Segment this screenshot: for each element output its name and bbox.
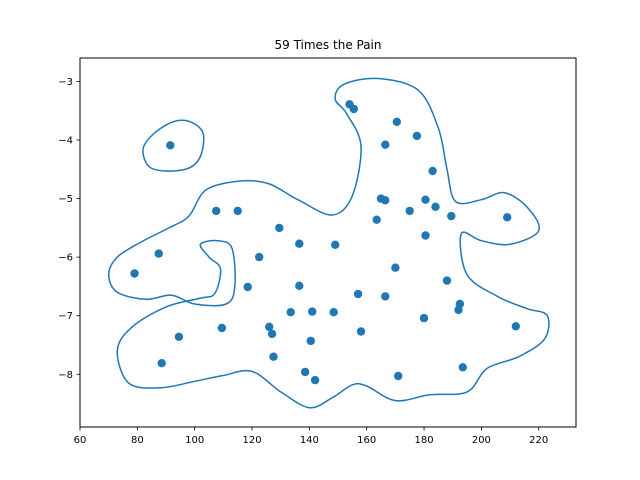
data-point [421,231,430,240]
data-point [458,363,467,372]
data-point [286,308,295,317]
x-tick-label: 120 [242,435,261,446]
y-tick-label: −3 [58,77,73,88]
y-axis: −3 −4 −5 −6 −7 −8 [58,77,80,381]
data-point [308,307,317,316]
data-point [511,322,520,331]
data-point [212,206,221,216]
data-point [243,282,252,292]
points-group [130,100,520,385]
data-point [394,371,403,381]
data-point [381,196,390,205]
contour-line-0 [107,77,550,409]
data-point [306,336,315,346]
x-tick-label: 160 [357,435,376,446]
x-tick-label: 100 [185,435,204,446]
data-point [503,213,512,222]
data-point [295,281,304,290]
data-point [217,323,227,333]
data-point [405,206,414,216]
data-point [421,195,430,204]
data-point [381,292,390,301]
data-point [381,140,390,149]
data-point [391,263,400,272]
data-point [130,269,139,278]
data-point [331,240,340,249]
data-point [356,327,366,336]
x-tick-label: 180 [414,435,433,446]
data-point [349,104,358,114]
data-point [269,352,278,361]
data-point [431,202,440,211]
data-point [455,299,465,309]
data-point [310,375,320,385]
data-point [442,276,452,285]
data-point [166,141,175,150]
x-tick-label: 140 [300,435,319,446]
y-tick-label: −8 [58,370,73,381]
data-point [267,329,277,339]
data-point [275,223,284,233]
data-point [392,117,401,127]
y-tick-label: −6 [58,253,73,264]
x-tick-label: 60 [74,435,87,446]
contour-line-1 [142,119,205,172]
x-tick-label: 80 [131,435,144,446]
y-tick-label: −7 [58,311,73,322]
chart-title: 59 Times the Pain [274,38,381,52]
x-tick-label: 220 [529,435,548,446]
contour-group [107,77,550,409]
y-tick-label: −4 [58,136,73,147]
data-point [157,359,166,368]
x-tick-label: 200 [472,435,491,446]
data-point [174,332,184,341]
data-point [300,367,310,377]
data-point [233,206,242,216]
data-point [419,313,429,323]
data-point [372,215,381,224]
x-axis: 60 80 100 120 140 160 180 200 220 [74,427,548,446]
data-point [265,322,274,331]
axes-frame [79,57,577,428]
data-point [295,239,304,248]
data-point [255,252,264,262]
y-tick-label: −5 [58,194,73,205]
data-point [428,166,437,176]
data-point [353,289,363,299]
data-point [447,211,456,221]
data-point [412,131,422,141]
data-point [154,249,163,258]
data-point [329,308,338,317]
